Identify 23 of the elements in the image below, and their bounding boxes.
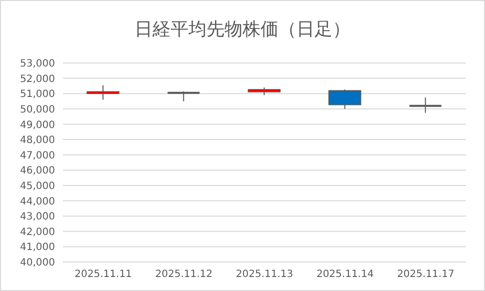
candlestick [168, 90, 200, 102]
chart-title: 日経平均先物株価（日足） [134, 18, 352, 41]
y-tick-label: 40,000 [20, 258, 55, 269]
y-tick-label: 41,000 [20, 242, 55, 254]
candlestick [86, 84, 120, 100]
x-tick-label: 2025.11.17 [397, 269, 454, 280]
x-tick-label: 2025.11.14 [316, 269, 374, 280]
x-tick-label: 2025.11.13 [236, 269, 294, 280]
y-tick-label: 46,000 [20, 166, 55, 177]
y-tick-label: 48,000 [20, 135, 55, 146]
x-tick-label: 2025.11.12 [155, 269, 213, 280]
y-tick-label: 43,000 [20, 212, 55, 223]
y-tick-label: 52,000 [20, 74, 55, 85]
y-tick-label: 51,000 [20, 89, 55, 100]
candlestick [409, 96, 442, 114]
y-tick-label: 45,000 [20, 181, 55, 192]
y-tick-label: 50,000 [20, 104, 55, 116]
y-tick-label: 53,000 [20, 58, 55, 70]
y-tick-label: 47,000 [20, 150, 55, 162]
y-tick-label: 44,000 [20, 196, 55, 208]
y-tick-label: 42,000 [20, 226, 55, 238]
y-tick-label: 49,000 [20, 120, 55, 131]
x-tick-label: 2025.11.11 [74, 269, 132, 280]
